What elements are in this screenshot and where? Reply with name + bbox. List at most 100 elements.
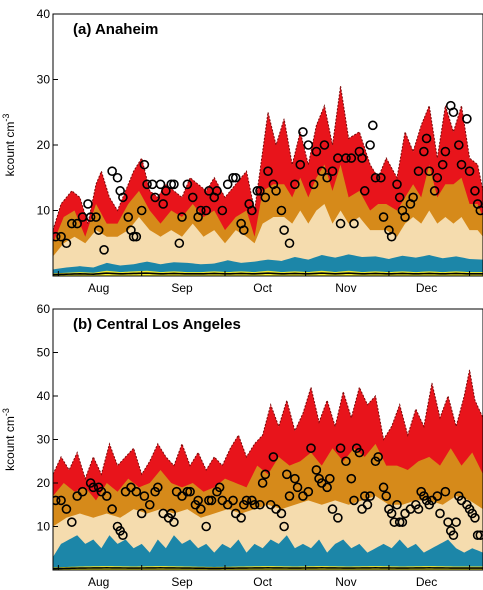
observation-marker: [451, 517, 461, 527]
x-tick-label: Dec: [416, 281, 437, 295]
observation-marker: [295, 159, 306, 170]
y-axis-label: kcount cm-3: [1, 408, 17, 471]
observation-marker: [99, 245, 109, 255]
observation-marker: [381, 491, 392, 501]
observation-marker: [255, 186, 265, 196]
panel-anaheim: 10 20 30 40 Aug Sep Oct Nov Dec (a) Anaheim kcount…: [1, 7, 483, 295]
observation-marker: [378, 212, 389, 222]
observation-marker: [435, 508, 445, 519]
observation-marker: [67, 517, 77, 527]
observation-marker: [341, 456, 351, 467]
observation-marker: [349, 495, 359, 506]
observation-marker: [284, 491, 295, 501]
observation-marker: [228, 172, 238, 183]
y-tick-label: 50: [37, 346, 51, 360]
observation-marker: [282, 469, 292, 480]
observation-marker: [440, 486, 451, 497]
observation-marker: [327, 504, 338, 514]
y-tick-label: 60: [37, 302, 51, 316]
observation-marker: [77, 486, 88, 497]
observation-marker: [397, 517, 408, 527]
observation-marker: [359, 491, 370, 501]
observation-marker: [470, 512, 480, 523]
observation-marker: [118, 530, 128, 541]
observation-marker: [136, 508, 147, 519]
observation-marker: [158, 199, 168, 209]
observation-marker: [101, 491, 112, 501]
observation-marker: [144, 499, 155, 510]
observation-marker: [472, 530, 483, 541]
observation-marker: [440, 146, 451, 157]
y-tick-label: 30: [37, 433, 51, 447]
total-dashed-line: [53, 85, 483, 231]
x-tick-label: Oct: [253, 281, 272, 295]
observation-marker: [308, 179, 319, 190]
observation-marker: [303, 486, 314, 497]
observation-marker: [53, 495, 61, 506]
observation-marker: [475, 205, 483, 216]
observation-marker: [378, 482, 389, 493]
observation-marker: [335, 443, 346, 454]
observation-marker: [228, 495, 238, 506]
observation-marker: [408, 192, 418, 203]
observation-marker: [424, 166, 435, 176]
observation-marker: [359, 186, 370, 196]
observation-marker: [432, 172, 443, 183]
observation-marker: [394, 517, 405, 527]
observation-marker: [290, 179, 300, 190]
observation-marker: [142, 179, 152, 190]
observation-marker: [255, 499, 265, 510]
observation-marker: [169, 179, 179, 190]
observation-marker: [182, 486, 193, 497]
observation-marker: [354, 447, 365, 458]
observation-marker: [112, 172, 123, 183]
observation-marker: [166, 508, 177, 519]
observation-marker: [456, 159, 467, 170]
observation-marker: [260, 469, 271, 480]
observation-marker: [325, 473, 335, 484]
observation-marker: [123, 212, 134, 222]
observation-marker: [193, 495, 203, 506]
area-blue: [53, 254, 483, 276]
observation-marker: [276, 508, 287, 519]
observation-marker: [107, 166, 117, 176]
observation-marker: [365, 140, 375, 150]
observation-marker: [311, 146, 322, 157]
x-tick-label: Aug: [88, 575, 109, 589]
observation-marker: [247, 205, 257, 216]
observation-marker: [222, 179, 233, 190]
observation-marker: [93, 225, 104, 235]
observation-marker: [139, 491, 150, 501]
observation-marker: [131, 486, 142, 497]
observation-marker: [322, 482, 332, 493]
observation-marker: [475, 530, 483, 540]
observation-marker: [429, 186, 440, 196]
observation-marker: [107, 504, 117, 514]
observation-marker: [276, 205, 287, 216]
observation-marker: [169, 517, 179, 527]
observation-marker: [128, 231, 139, 242]
y-tick-label: 10: [37, 520, 51, 534]
observation-marker: [177, 212, 187, 222]
observation-marker: [448, 107, 459, 118]
panel-central-los-angeles: 10 20 30 40 50 60 Aug Sep Oct Nov Dec (b) Central L…: [1, 302, 483, 589]
panel-title: (a) Anaheim: [73, 21, 158, 38]
observation-marker: [370, 172, 381, 183]
observation-marker: [61, 504, 72, 514]
observation-marker: [421, 133, 432, 144]
observation-marker: [150, 192, 160, 203]
observation-marker: [257, 478, 268, 488]
observation-marker: [362, 499, 373, 510]
y-axis-label: kcount cm-3: [1, 114, 17, 177]
observation-marker: [91, 212, 101, 222]
observation-marker: [268, 452, 279, 462]
observation-marker: [187, 192, 198, 203]
observation-marker: [462, 114, 472, 124]
plot-area: [53, 369, 483, 570]
y-tick-label: 20: [37, 476, 51, 490]
plot-area: [53, 85, 483, 276]
observation-marker: [386, 231, 397, 242]
observation-marker: [311, 465, 322, 475]
x-tick-label: Sep: [171, 281, 193, 295]
observation-marker: [201, 205, 211, 216]
